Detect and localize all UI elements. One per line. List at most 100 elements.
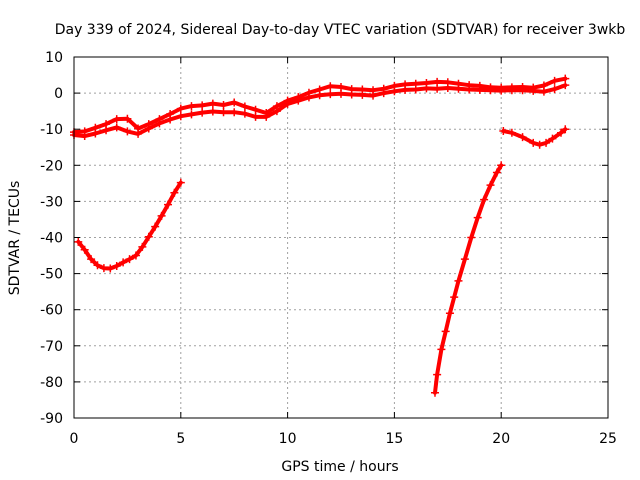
x-tick-label: 0	[70, 431, 79, 447]
data-point	[144, 120, 153, 129]
data-point	[134, 124, 143, 133]
axis-labels: 0 5 10 15 20 25 -90 -80 -70 -60 -50 -40 -30 -20 -10 0 10	[40, 50, 617, 447]
data-point	[123, 127, 132, 136]
data-point	[411, 79, 420, 88]
y-tick-label: -90	[40, 411, 63, 427]
chart-title: Day 339 of 2024, Sidereal Day-to-day VTE…	[55, 22, 626, 38]
data-point	[561, 74, 570, 83]
data-point	[125, 255, 134, 264]
data-point	[337, 89, 345, 98]
series-early-arc	[74, 178, 185, 273]
data-point	[437, 345, 446, 354]
data-point	[518, 82, 527, 91]
y-axis-label: SDTVAR / TECUs	[7, 181, 23, 296]
y-tick-label: -30	[40, 194, 63, 210]
data-point	[467, 233, 476, 242]
data-point	[326, 90, 335, 99]
data-point	[151, 222, 160, 231]
x-tick-label: 25	[599, 431, 617, 447]
data-point	[176, 104, 185, 113]
data-point	[230, 98, 239, 107]
data-point	[112, 123, 121, 132]
data-point	[433, 84, 442, 93]
y-tick-label: 0	[54, 86, 63, 102]
data-point	[219, 101, 228, 110]
data-point	[433, 370, 442, 379]
data-point	[315, 85, 324, 94]
data-point	[240, 109, 249, 118]
x-tick-label: 20	[492, 431, 510, 447]
data-point	[91, 123, 100, 132]
data-point	[230, 108, 239, 117]
data-point	[518, 133, 527, 142]
x-axis-label: GPS time / hours	[281, 459, 398, 475]
data-point	[454, 79, 463, 88]
data-point	[240, 102, 249, 111]
data-point	[80, 127, 89, 136]
data-point	[507, 83, 516, 92]
series-late-dip	[499, 125, 570, 149]
data-point	[131, 251, 140, 260]
data-point	[535, 140, 544, 149]
axis-ticks	[73, 56, 609, 419]
data-point	[138, 242, 147, 251]
data-point	[460, 255, 469, 264]
data-point	[294, 93, 303, 102]
data-point	[480, 195, 489, 204]
data-point	[454, 276, 463, 285]
data-point	[119, 258, 128, 267]
y-tick-label: -10	[40, 122, 63, 138]
data-point	[441, 327, 450, 336]
y-tick-label: -40	[40, 231, 63, 247]
data-point	[486, 181, 495, 190]
series-steep-rise	[430, 161, 506, 397]
grid	[74, 57, 608, 418]
data-point	[106, 264, 115, 273]
y-tick-label: -50	[40, 267, 63, 283]
data-point	[170, 188, 179, 197]
data-point	[443, 78, 452, 87]
x-tick-label: 15	[385, 431, 403, 447]
data-point	[155, 115, 164, 124]
data-point	[550, 85, 559, 94]
data-point	[445, 309, 454, 318]
data-series	[70, 74, 570, 397]
data-point	[112, 115, 121, 124]
data-point	[542, 138, 551, 147]
data-point	[102, 120, 111, 129]
data-point	[497, 161, 506, 170]
data-point	[198, 108, 207, 117]
data-point	[539, 81, 548, 90]
data-point	[379, 84, 388, 93]
data-point	[187, 110, 196, 119]
data-point	[144, 232, 153, 241]
data-point	[450, 293, 459, 302]
data-point	[422, 78, 431, 87]
data-point	[548, 134, 557, 143]
data-point	[492, 168, 501, 177]
data-point	[176, 178, 185, 187]
data-point	[123, 114, 132, 123]
data-point	[74, 237, 83, 246]
data-point	[529, 138, 538, 147]
data-point	[112, 262, 121, 271]
data-point	[499, 127, 508, 136]
data-point	[251, 112, 260, 121]
data-point	[219, 108, 228, 117]
data-point	[283, 96, 292, 105]
data-point	[272, 102, 281, 111]
y-tick-label: -60	[40, 303, 63, 319]
data-point	[561, 125, 570, 134]
data-point	[304, 88, 313, 97]
data-point	[497, 83, 506, 92]
data-point	[507, 128, 516, 137]
data-point	[475, 81, 484, 90]
data-point	[208, 107, 217, 116]
data-point	[390, 81, 399, 90]
y-tick-label: 10	[45, 50, 63, 66]
data-point	[369, 86, 378, 95]
data-point	[326, 82, 335, 91]
data-point	[337, 82, 345, 91]
data-point	[358, 85, 367, 94]
